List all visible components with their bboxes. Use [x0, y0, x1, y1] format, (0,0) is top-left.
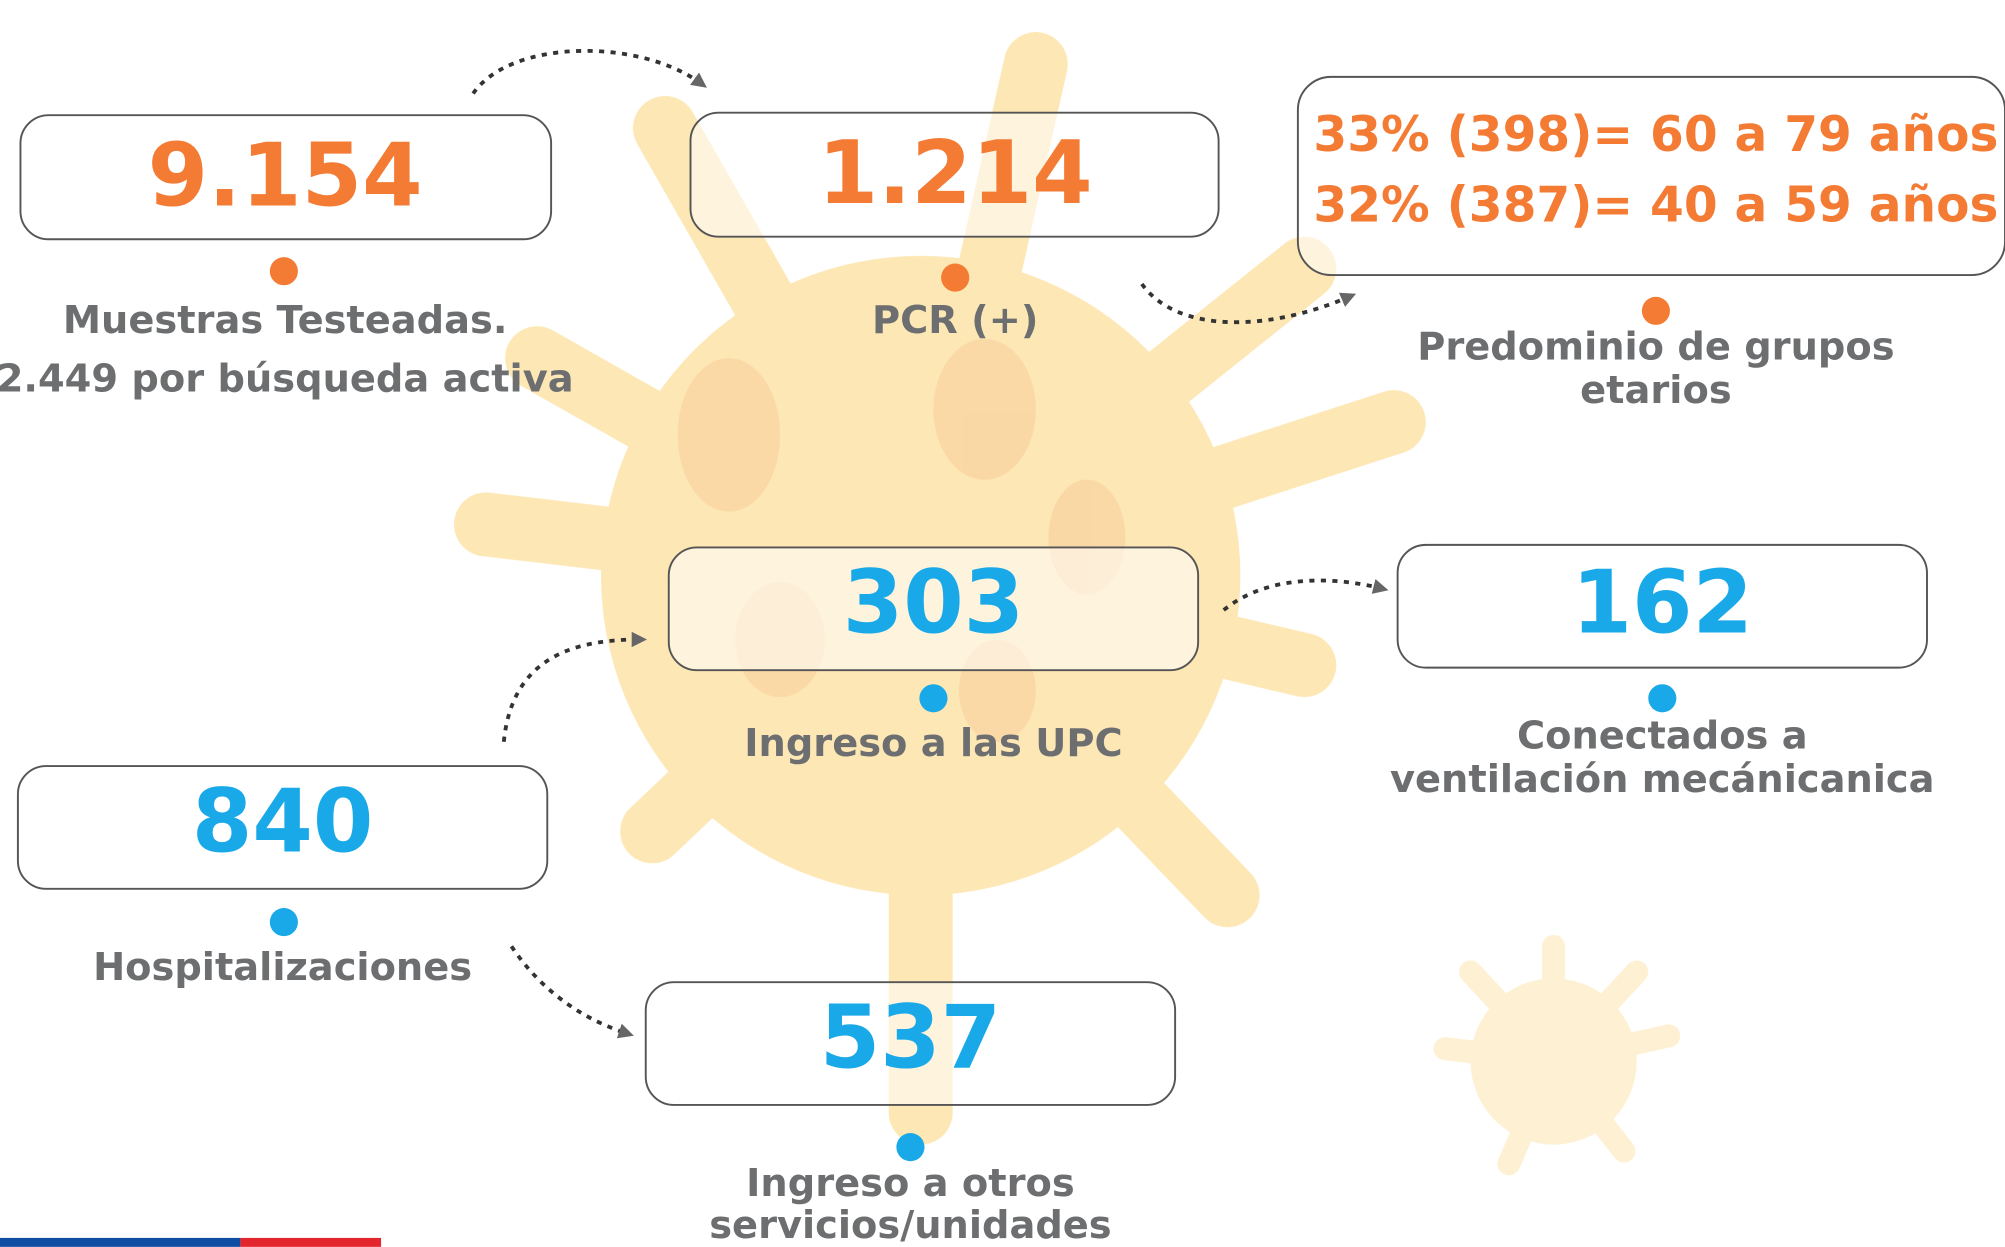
stat-label: ventilación mecánicanica: [1390, 757, 1935, 802]
stat-label: Predominio de grupos: [1417, 325, 1894, 370]
stat-value: 840: [192, 770, 373, 872]
stat-label: Conectados a: [1517, 713, 1808, 758]
stat-label: Muestras Testeadas.: [63, 298, 508, 343]
stat-label: Hospitalizaciones: [93, 945, 472, 990]
dot: [270, 257, 298, 285]
flag-blue: [0, 1238, 240, 1247]
stat-value: 33% (398)= 60 a 79 años: [1313, 107, 1998, 163]
stat-label: servicios/unidades: [709, 1203, 1111, 1247]
stat-value: 303: [843, 552, 1024, 654]
page: 9.154 Muestras Testeadas. 2.449 por búsq…: [0, 0, 2005, 1247]
stat-label: PCR (+): [872, 298, 1038, 343]
stat-value: 32% (387)= 40 a 59 años: [1313, 178, 1998, 234]
stat-label: Ingreso a otros: [746, 1161, 1075, 1206]
stat-label: 2.449 por búsqueda activa: [0, 357, 574, 402]
flag-red: [240, 1238, 381, 1247]
dot: [1648, 684, 1676, 712]
dot: [1642, 297, 1670, 325]
infographic: 9.154 Muestras Testeadas. 2.449 por búsq…: [0, 0, 2005, 1247]
dot: [896, 1133, 924, 1161]
dot: [270, 908, 298, 936]
dot: [941, 264, 969, 292]
stat-label: Ingreso a las UPC: [744, 721, 1122, 766]
stat-value: 162: [1572, 552, 1753, 654]
stat-label: etarios: [1580, 368, 1732, 413]
stat-value: 537: [820, 986, 1001, 1088]
stat-value: 1.214: [818, 122, 1093, 224]
stat-value: 9.154: [148, 125, 423, 227]
dot: [919, 684, 947, 712]
